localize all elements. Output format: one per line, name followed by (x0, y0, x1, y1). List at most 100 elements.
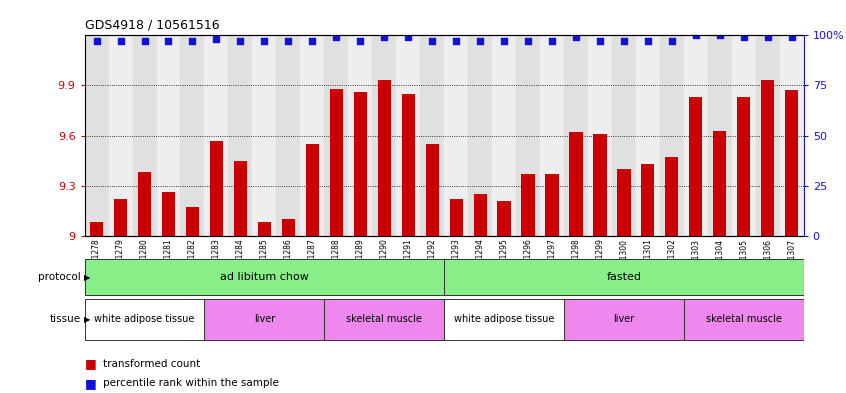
Bar (569, 132, 583, 236)
Bar (282, 219, 295, 236)
Point (569, 34, 583, 40)
Point (713, 32, 727, 39)
Bar (474, 194, 486, 236)
Bar (713, 130, 727, 236)
Bar (157, 35, 180, 236)
Bar (90, 222, 103, 236)
Point (113, 38, 127, 44)
Bar (330, 89, 343, 236)
Bar (210, 141, 223, 236)
Point (473, 38, 486, 44)
Bar (593, 134, 607, 236)
Bar (516, 35, 540, 236)
Point (545, 38, 558, 44)
Text: percentile rank within the sample: percentile rank within the sample (103, 378, 279, 388)
Point (593, 38, 607, 44)
Bar (85, 299, 205, 340)
Point (354, 38, 367, 44)
Bar (737, 97, 750, 236)
Text: liver: liver (613, 314, 634, 324)
Point (426, 38, 439, 44)
Text: ▶: ▶ (84, 273, 91, 281)
Text: skeletal muscle: skeletal muscle (706, 314, 782, 324)
Text: ad libitum chow: ad libitum chow (220, 272, 309, 282)
Bar (162, 192, 175, 236)
Text: skeletal muscle: skeletal muscle (346, 314, 422, 324)
Bar (305, 144, 319, 236)
Bar (497, 201, 511, 236)
Point (449, 38, 463, 44)
Bar (180, 35, 205, 236)
Bar (133, 35, 157, 236)
Point (185, 38, 199, 44)
Bar (546, 174, 558, 236)
Bar (780, 35, 804, 236)
Bar (354, 92, 367, 236)
Bar (618, 169, 630, 236)
Bar (420, 35, 444, 236)
Bar (228, 35, 252, 236)
Bar (444, 35, 468, 236)
Bar (665, 157, 678, 236)
Bar (85, 259, 444, 295)
Point (665, 38, 678, 44)
Bar (636, 35, 660, 236)
Bar (660, 35, 684, 236)
Bar (492, 35, 516, 236)
Point (305, 38, 319, 44)
Bar (732, 35, 755, 236)
Bar (402, 94, 415, 236)
Point (617, 38, 630, 44)
Text: tissue: tissue (49, 314, 80, 324)
Point (401, 34, 415, 40)
Point (329, 34, 343, 40)
Bar (372, 35, 396, 236)
Bar (324, 299, 444, 340)
Point (497, 38, 511, 44)
Bar (138, 172, 151, 236)
Bar (521, 174, 535, 236)
Text: protocol: protocol (37, 272, 80, 282)
Text: transformed count: transformed count (103, 358, 201, 369)
Point (210, 36, 223, 42)
Text: white adipose tissue: white adipose tissue (454, 314, 554, 324)
Bar (233, 161, 247, 236)
Bar (761, 81, 774, 236)
Bar (186, 208, 199, 236)
Point (138, 38, 151, 44)
Point (233, 38, 247, 44)
Text: liver: liver (254, 314, 275, 324)
Bar (708, 35, 732, 236)
Point (689, 32, 702, 39)
Point (162, 38, 175, 44)
Point (521, 38, 535, 44)
Bar (252, 35, 277, 236)
Text: ▶: ▶ (84, 315, 91, 324)
Bar (755, 35, 780, 236)
Bar (540, 35, 564, 236)
Bar (564, 299, 684, 340)
Text: ■: ■ (85, 376, 96, 390)
Bar (444, 259, 804, 295)
Bar (300, 35, 324, 236)
Point (761, 34, 774, 40)
Bar (396, 35, 420, 236)
Bar (114, 199, 127, 236)
Bar (205, 35, 228, 236)
Bar (444, 299, 564, 340)
Bar (689, 97, 702, 236)
Bar (277, 35, 300, 236)
Text: ■: ■ (85, 357, 96, 370)
Bar (205, 299, 324, 340)
Bar (684, 299, 804, 340)
Bar (468, 35, 492, 236)
Point (257, 38, 271, 44)
Bar (684, 35, 708, 236)
Bar (377, 81, 391, 236)
Point (282, 38, 295, 44)
Bar (108, 35, 133, 236)
Bar (641, 164, 655, 236)
Bar (588, 35, 612, 236)
Text: GDS4918 / 10561516: GDS4918 / 10561516 (85, 18, 219, 31)
Point (377, 34, 391, 40)
